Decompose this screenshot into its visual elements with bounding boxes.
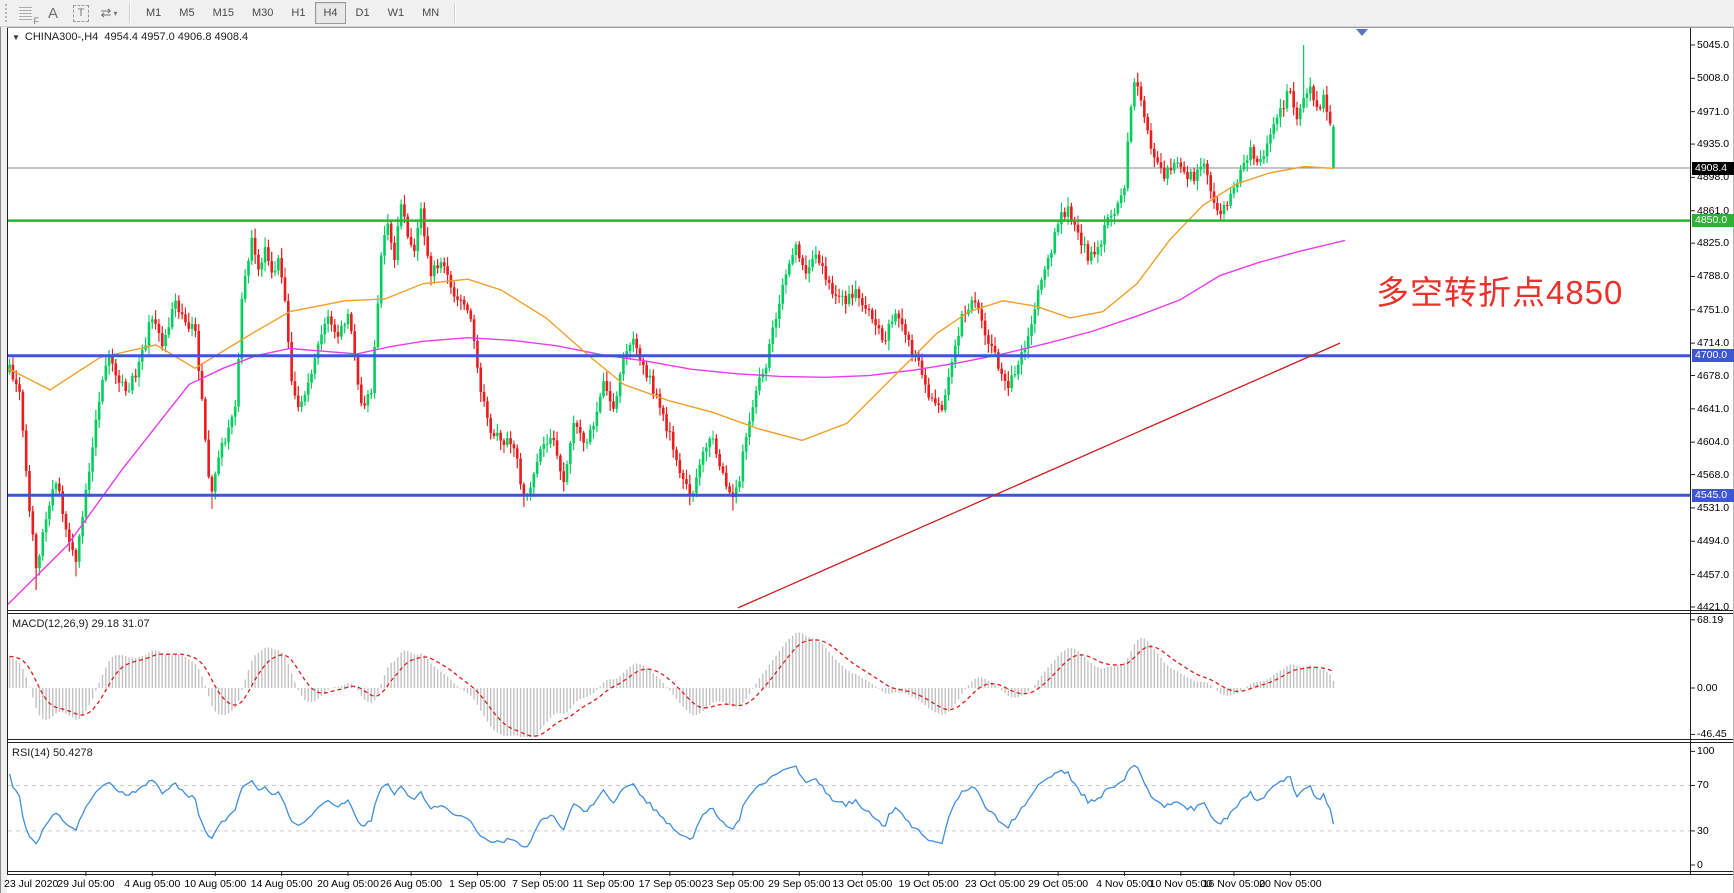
price-axis-label: 4568.0: [1697, 468, 1730, 481]
chart-client-area: [7, 27, 1734, 893]
time-axis-label: 14 Aug 05:00: [250, 878, 313, 890]
time-axis-label: 23 Oct 05:00: [964, 878, 1026, 890]
price-badge-4908.4: 4908.4: [1692, 161, 1734, 175]
time-axis-label: 29 Oct 05:00: [1028, 878, 1089, 890]
price-axis-label: 4678.0: [1697, 369, 1730, 382]
fibonacci-grid-glyph: [18, 6, 32, 20]
time-axis-label: 19 Oct 05:00: [898, 878, 959, 890]
time-axis-label: 16 Nov 05:00: [1202, 878, 1266, 890]
timeframe-button-m1[interactable]: M1: [146, 7, 162, 19]
time-axis-label: 11 Sep 05:00: [572, 878, 635, 890]
chart-expand-icon[interactable]: ▼: [12, 33, 20, 42]
ohlc-values: 4954.4 4957.0 4906.8 4908.4: [104, 31, 249, 43]
price-axis-label: 4788.0: [1697, 270, 1730, 283]
price-badge-4850.0: 4850.0: [1692, 214, 1734, 228]
timeframe-button-m30[interactable]: M30: [251, 7, 274, 19]
text-label-tool-icon[interactable]: A: [47, 4, 58, 22]
macd-axis-label: -46.45: [1697, 728, 1727, 741]
time-axis-label: 26 Aug 05:00: [380, 878, 443, 890]
time-axis-label: 20 Aug 05:00: [317, 878, 379, 890]
time-axis-label: 4 Aug 05:00: [124, 878, 181, 890]
timeframe-button-h4[interactable]: H4: [315, 2, 346, 24]
ma-fast-line: [7, 165, 1335, 442]
toolbar-separator: [129, 3, 131, 23]
macd-axis-label: 0.00: [1697, 682, 1718, 694]
timeframe-button-h1[interactable]: H1: [291, 7, 306, 19]
fibonacci-f-glyph: F: [33, 16, 40, 26]
timeframe-button-m5[interactable]: M5: [179, 7, 195, 19]
chart-annotation-text[interactable]: 多空转折点4850: [1376, 274, 1624, 311]
price-axis-label: 4971.0: [1697, 105, 1730, 118]
macd-histogram: [8, 632, 1335, 737]
price-badge-4545.0: 4545.0: [1692, 488, 1734, 502]
macd-axis-label: 68.19: [1697, 613, 1724, 626]
rsi-line: [8, 764, 1335, 848]
timeframe-button-mn[interactable]: MN: [422, 7, 440, 19]
timeframe-button-m15[interactable]: M15: [212, 7, 234, 19]
toolbar: F A T ⇄ ▾ M1 M5 M15 M30 H1 H4 D1 W1 MN: [0, 0, 1734, 27]
price-badge-4700.0: 4700.0: [1692, 349, 1734, 363]
candles: [8, 45, 1335, 590]
time-axis-label: 10 Aug 05:00: [184, 878, 247, 890]
rsi-axis-label: 100: [1697, 745, 1715, 758]
macd-label: MACD(12,26,9) 29.18 31.07: [12, 618, 150, 630]
toolbar-grip[interactable]: [3, 4, 11, 22]
time-axis-label: 20 Nov 05:00: [1259, 878, 1322, 890]
arrows-glyph: ⇄: [100, 5, 112, 20]
price-axis-label: 4825.0: [1697, 237, 1730, 250]
rsi-axis-label: 70: [1697, 779, 1709, 792]
time-axis-label: 29 Jul 05:00: [57, 878, 115, 890]
timeframe-button-d1[interactable]: D1: [355, 7, 370, 19]
text-box-tool-icon[interactable]: T: [68, 2, 94, 24]
time-axis-label: 4 Nov 05:00: [1096, 878, 1153, 890]
price-axis-label: 4641.0: [1697, 402, 1730, 415]
time-axis-label: 23 Sep 05:00: [701, 878, 765, 890]
time-axis-label: 23 Jul 2020: [4, 878, 59, 890]
chevron-down-icon: ▾: [113, 8, 118, 18]
timeframe-button-w1[interactable]: W1: [387, 7, 405, 19]
arrow-tools-icon[interactable]: ⇄ ▾: [96, 2, 122, 24]
price-axis-label: 4861.0: [1697, 204, 1730, 217]
toolbar-separator: [454, 3, 457, 23]
price-axis-label: 5008.0: [1697, 72, 1730, 85]
price-axis-label: 4935.0: [1697, 138, 1730, 151]
price-axis-label: 4751.0: [1697, 303, 1730, 316]
time-axis-label: 29 Sep 05:00: [768, 878, 831, 890]
price-axis-label: 4457.0: [1697, 568, 1730, 581]
rsi-axis-label: 0: [1697, 859, 1703, 871]
chart-shift-marker[interactable]: [1356, 29, 1368, 36]
text-box-glyph: T: [72, 4, 90, 22]
price-axis-label: 4604.0: [1697, 436, 1730, 449]
time-axis-label: 1 Sep 05:00: [449, 878, 506, 890]
price-axis-label: 5045.0: [1697, 39, 1730, 51]
price-axis-label: 4714.0: [1697, 337, 1730, 350]
chart-legend: ▼ CHINA300-,H4 4954.4 4957.0 4906.8 4908.…: [12, 31, 248, 43]
rsi-label: RSI(14) 50.4278: [12, 747, 93, 759]
symbol-period-label: CHINA300-,H4: [24, 31, 99, 43]
time-axis-label: 7 Sep 05:00: [512, 878, 569, 890]
time-axis-label: 17 Sep 05:00: [638, 878, 702, 890]
trend-line: [737, 342, 1341, 609]
time-axis-label: 10 Nov 05:00: [1149, 878, 1213, 890]
rsi-axis-label: 30: [1697, 824, 1709, 837]
time-axis-label: 13 Oct 05:00: [832, 878, 893, 890]
price-axis-label: 4531.0: [1697, 501, 1730, 514]
fibonacci-tool-icon[interactable]: F: [12, 2, 40, 26]
price-axis-label: 4494.0: [1697, 535, 1730, 548]
ma-slow-line: [7, 239, 1346, 605]
timeframe-group: M1 M5 M15 M30 H1 H4 D1 W1 MN: [137, 2, 448, 24]
price-axis-label: 4421.0: [1697, 600, 1730, 613]
